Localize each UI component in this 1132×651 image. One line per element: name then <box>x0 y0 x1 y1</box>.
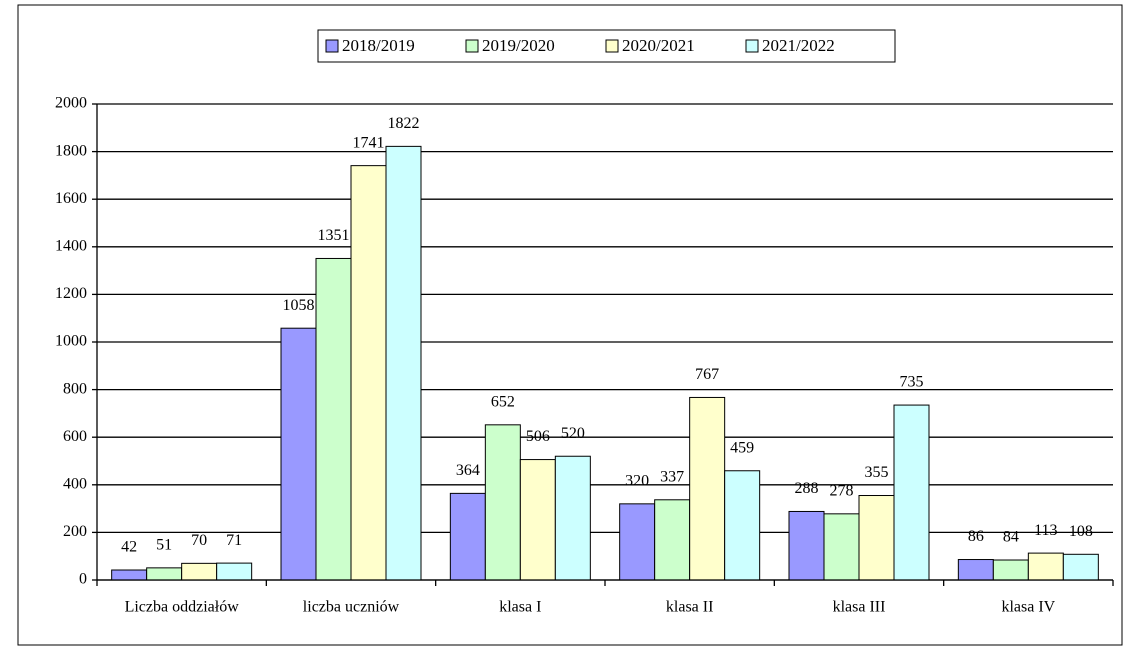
data-label: 506 <box>526 428 550 445</box>
data-label: 86 <box>968 528 984 545</box>
data-label: 42 <box>121 539 137 556</box>
legend-swatch <box>465 39 479 53</box>
y-tick-label: 1600 <box>55 190 87 207</box>
x-tick-label: liczba uczniów <box>303 599 400 616</box>
data-label: 652 <box>491 393 515 410</box>
data-label: 1058 <box>283 297 315 314</box>
bar <box>788 510 825 581</box>
bar <box>992 559 1029 581</box>
legend-label: 2020/2021 <box>622 36 695 55</box>
data-label: 71 <box>226 532 242 549</box>
legend-swatch <box>745 39 759 53</box>
data-label: 320 <box>625 473 649 490</box>
bar <box>554 455 591 581</box>
bar <box>689 396 726 581</box>
x-tick-label: klasa I <box>499 599 541 616</box>
data-label: 767 <box>695 366 719 383</box>
y-tick-label: 200 <box>63 523 87 540</box>
bar <box>449 492 486 581</box>
y-tick-label: 800 <box>63 380 87 397</box>
x-tick-label: klasa II <box>666 599 714 616</box>
bar <box>216 562 253 581</box>
data-label: 278 <box>830 483 854 500</box>
bar <box>350 165 387 581</box>
bar <box>654 499 691 581</box>
data-label: 51 <box>156 537 172 554</box>
bar <box>858 495 895 581</box>
bar <box>484 424 521 581</box>
y-tick-label: 1000 <box>55 333 87 350</box>
y-tick-label: 1800 <box>55 142 87 159</box>
data-label: 355 <box>865 464 889 481</box>
bar <box>181 562 218 581</box>
legend-swatch <box>325 39 339 53</box>
bar <box>823 513 860 581</box>
legend-label: 2021/2022 <box>762 36 835 55</box>
bar <box>893 404 930 581</box>
data-label: 84 <box>1003 529 1019 546</box>
legend-label: 2018/2019 <box>342 36 415 55</box>
bar <box>1062 553 1099 581</box>
data-label: 459 <box>730 439 754 456</box>
data-label: 364 <box>456 462 480 479</box>
legend-swatch <box>605 39 619 53</box>
legend-label: 2019/2020 <box>482 36 555 55</box>
data-label: 1822 <box>388 115 420 132</box>
y-tick-label: 400 <box>63 475 87 492</box>
bar <box>111 569 148 581</box>
bar <box>619 503 656 581</box>
y-tick-label: 600 <box>63 428 87 445</box>
bar <box>385 145 422 581</box>
y-tick-label: 1200 <box>55 285 87 302</box>
data-label: 108 <box>1069 523 1093 540</box>
x-tick-label: Liczba oddziałów <box>125 599 240 616</box>
data-label: 1741 <box>353 134 385 151</box>
x-tick-label: klasa IV <box>1001 599 1055 616</box>
bar <box>957 559 994 581</box>
bar <box>280 327 317 581</box>
data-label: 337 <box>660 468 684 485</box>
y-tick-label: 1400 <box>55 237 87 254</box>
bar <box>1027 552 1064 581</box>
data-label: 288 <box>795 480 819 497</box>
bar <box>146 567 183 581</box>
data-label: 520 <box>561 425 585 442</box>
data-label: 70 <box>191 532 207 549</box>
data-label: 735 <box>900 374 924 391</box>
data-label: 113 <box>1034 522 1057 539</box>
y-tick-label: 2000 <box>55 95 87 112</box>
bar <box>519 459 556 581</box>
y-tick-label: 0 <box>79 571 87 588</box>
data-label: 1351 <box>318 227 350 244</box>
bar <box>724 470 761 581</box>
bar <box>315 257 352 581</box>
x-tick-label: klasa III <box>833 599 886 616</box>
